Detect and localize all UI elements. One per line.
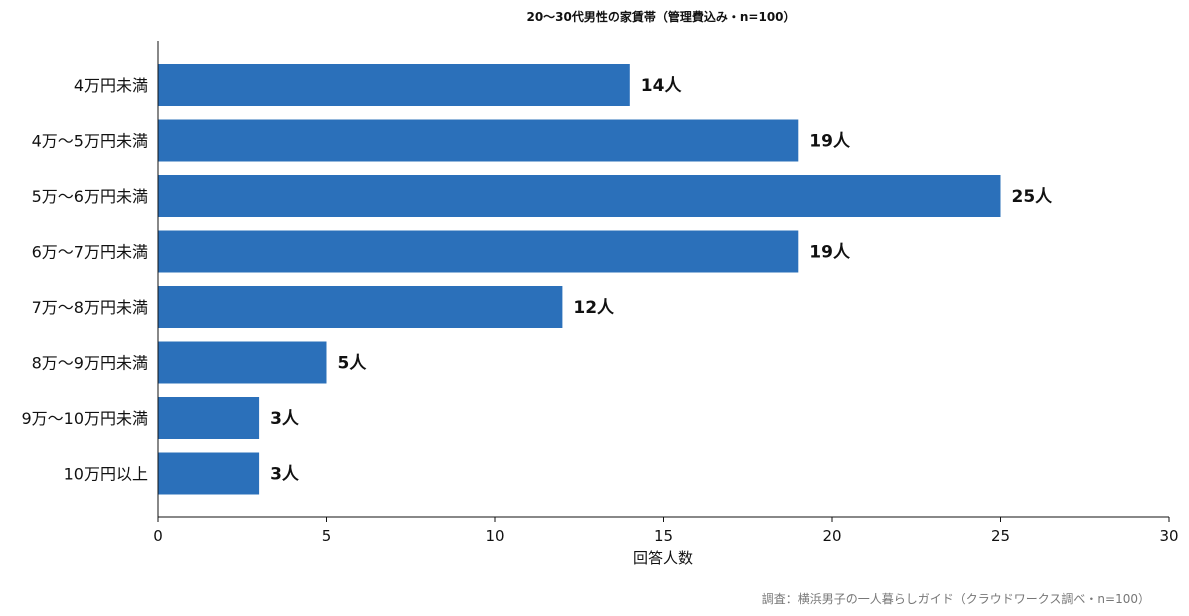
bar-7 xyxy=(158,397,260,439)
value-label: 25人 xyxy=(1012,187,1054,207)
category-label: 9万〜10万円未満 xyxy=(21,409,148,428)
x-tick-label: 20 xyxy=(822,527,841,545)
category-labels-group: 4万円未満 4万〜5万円未満 5万〜6万円未満 6万〜7万円未満 7万〜8万円未満 8万〜… xyxy=(21,76,148,484)
x-tick-label: 25 xyxy=(991,527,1010,545)
value-label: 3人 xyxy=(270,409,300,429)
category-label: 8万〜9万円未満 xyxy=(32,354,148,373)
value-label: 5人 xyxy=(338,354,368,374)
category-label: 6万〜7万円未満 xyxy=(32,243,148,262)
value-label: 3人 xyxy=(270,465,300,485)
value-label: 19人 xyxy=(809,132,851,152)
x-tick-label: 10 xyxy=(485,527,504,545)
bar-8 xyxy=(158,452,260,495)
category-label: 4万〜5万円未満 xyxy=(32,132,148,151)
value-label: 19人 xyxy=(809,243,851,263)
x-tick-label: 15 xyxy=(654,527,673,545)
x-ticks-group: 0 5 10 15 20 25 30 xyxy=(153,517,1179,545)
category-label: 4万円未満 xyxy=(74,76,148,95)
x-axis-title: 回答人数 xyxy=(633,549,693,567)
bar-3 xyxy=(158,175,1001,217)
bars-group xyxy=(158,64,1001,495)
category-label: 7万〜8万円未満 xyxy=(32,298,148,317)
bar-2 xyxy=(158,119,799,162)
value-label: 12人 xyxy=(573,298,615,318)
category-label: 5万〜6万円未満 xyxy=(32,187,148,206)
x-tick-label: 5 xyxy=(322,527,332,545)
chart-title: 20〜30代男性の家賃帯（管理費込み・n=100） xyxy=(526,9,795,24)
category-label: 10万円以上 xyxy=(64,465,148,484)
x-tick-label: 0 xyxy=(153,527,163,545)
value-label: 14人 xyxy=(641,76,683,96)
value-labels-group: 14人 19人 25人 19人 12人 5人 3人 3人 xyxy=(270,76,1053,485)
bar-5 xyxy=(158,286,563,328)
bar-1 xyxy=(158,64,630,106)
x-tick-label: 30 xyxy=(1159,527,1178,545)
source-note: 調査：横浜男子の一人暮らしガイド（クラウドワークス調べ・n=100） xyxy=(762,592,1150,606)
bar-4 xyxy=(158,230,799,273)
bar-6 xyxy=(158,341,327,384)
